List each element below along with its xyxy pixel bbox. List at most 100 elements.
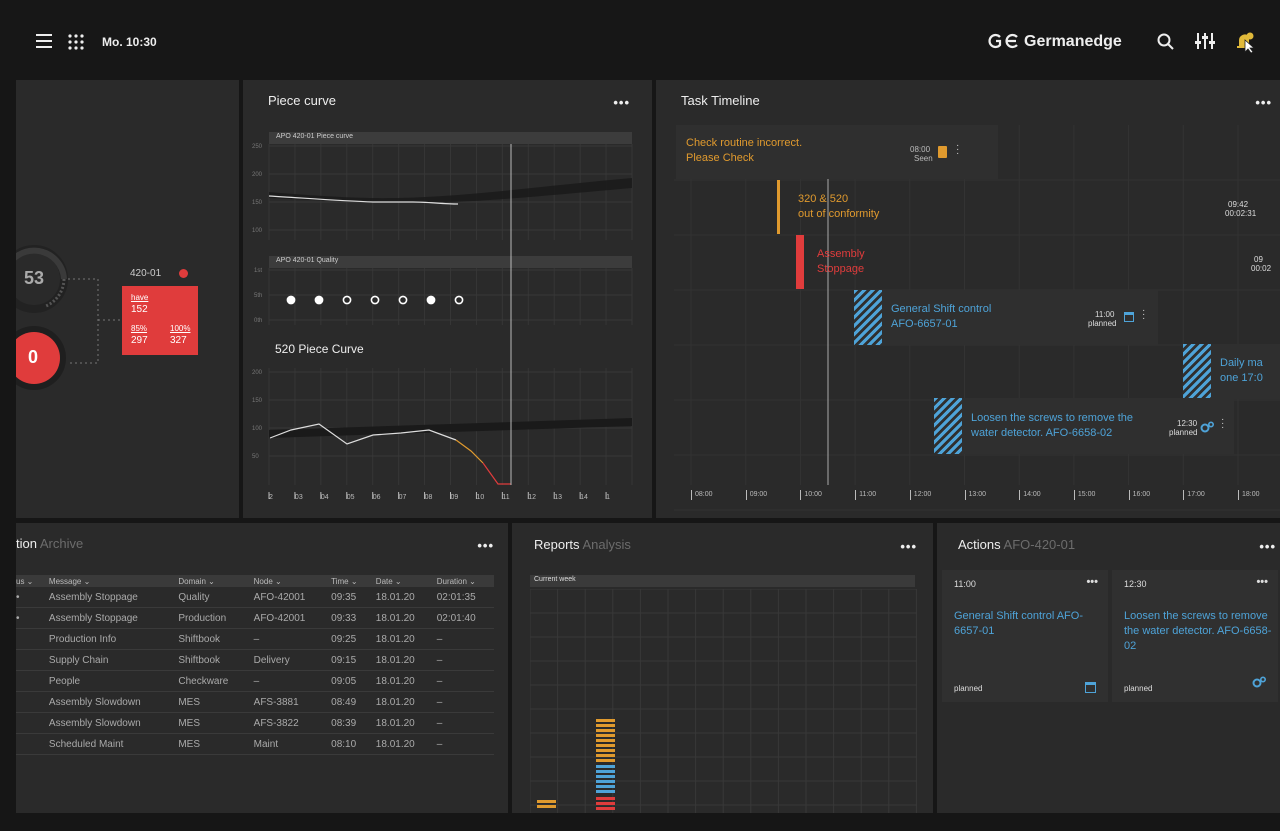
week-filter-bar[interactable]: Current week <box>530 575 915 587</box>
table-row[interactable]: Assembly Slowdown MES AFS-3881 08:49 18.01.2… <box>16 691 494 713</box>
quality-point[interactable] <box>454 295 464 305</box>
action-menu-icon[interactable]: ••• <box>1256 576 1268 588</box>
report-bar-segment[interactable] <box>596 775 615 778</box>
quality-point[interactable] <box>370 295 380 305</box>
report-bar-segment[interactable] <box>596 719 615 722</box>
quality-point[interactable] <box>342 295 352 305</box>
card-menu-icon[interactable]: · · · <box>956 140 960 159</box>
column-header[interactable]: Duration ⌄ <box>432 575 494 587</box>
report-bar-segment[interactable] <box>596 785 615 788</box>
quality-point[interactable] <box>398 295 408 305</box>
card-status: 00:02:31 <box>1225 209 1257 218</box>
action-card-loosen-screws[interactable]: 12:30 ••• Loosen the screws to remove th… <box>1112 570 1278 702</box>
more-menu-icon[interactable]: ••• <box>613 95 630 110</box>
more-menu-icon[interactable]: ••• <box>900 539 917 554</box>
report-bar-segment[interactable] <box>596 802 615 805</box>
table-cell: • <box>16 587 45 608</box>
report-bar-segment[interactable] <box>596 724 615 727</box>
table-row[interactable]: • Assembly Stoppage Production AFO-42001 09:… <box>16 607 494 629</box>
more-menu-icon[interactable]: ••• <box>1259 539 1276 554</box>
report-bar-segment[interactable] <box>596 790 615 793</box>
table-cell: Checkware <box>174 670 250 692</box>
card-text: General Shift control <box>891 303 992 315</box>
calendar-check-icon[interactable] <box>1085 682 1096 693</box>
report-bar-segment[interactable] <box>596 765 615 768</box>
report-bar-segment[interactable] <box>596 759 615 762</box>
column-header[interactable]: Message ⌄ <box>44 575 175 587</box>
table-row[interactable]: Supply Chain Shiftbook Delivery 09:15 18.01.… <box>16 649 494 671</box>
card-text: Please Check <box>686 152 754 164</box>
chart1-label: APO 420-01 Piece curve <box>276 133 354 140</box>
timeline-card-shift-control[interactable]: General Shift control AFO-6657-01 11:00 … <box>854 290 1158 345</box>
panel-title-main: Reports <box>534 537 580 552</box>
archive-table: us ⌄ Message ⌄ Domain ⌄ Node ⌄ Time ⌄ Date ⌄ D… <box>16 575 494 755</box>
card-text: Assembly <box>817 248 865 260</box>
menu-icon[interactable] <box>36 33 52 49</box>
report-bar-segment[interactable] <box>596 739 615 742</box>
report-bar-segment[interactable] <box>596 749 615 752</box>
table-cell: – <box>249 670 328 692</box>
timeline-card-daily[interactable]: Daily ma one 17:0 <box>1183 344 1280 399</box>
timeline-card-stoppage[interactable]: Assembly Stoppage 09 00:02 <box>796 235 1280 289</box>
table-cell: – <box>249 628 328 650</box>
brand-logo <box>987 33 1019 54</box>
piece-curve-panel: Piece curve ••• 250 200 150 100 1st 5th 0th 200… <box>243 80 652 518</box>
hatch-marker <box>854 290 882 345</box>
report-bar-segment[interactable] <box>596 797 615 800</box>
machine-stats-card[interactable]: have 152 85% 297 100% 327 <box>122 286 198 355</box>
apps-grid-icon[interactable] <box>68 34 84 50</box>
timeline-card-routine[interactable]: Check routine incorrect. Please Check 08… <box>676 125 998 179</box>
table-row[interactable]: Production Info Shiftbook –09:25 18.01.20– <box>16 628 494 650</box>
gears-icon[interactable] <box>1252 675 1267 693</box>
report-bar-segment[interactable] <box>596 807 615 810</box>
table-cell: Maint <box>249 733 328 755</box>
column-header[interactable]: Domain ⌄ <box>174 575 250 587</box>
action-menu-icon[interactable]: ••• <box>1086 576 1098 588</box>
report-bar-segment[interactable] <box>596 744 615 747</box>
sliders-icon[interactable] <box>1195 32 1215 55</box>
more-menu-icon[interactable]: ••• <box>477 538 494 553</box>
more-menu-icon[interactable]: ••• <box>1255 95 1272 110</box>
clipboard-icon[interactable] <box>938 146 947 158</box>
timeline-card-conformity[interactable]: 320 & 520 out of conformity 09:42 00:02:… <box>777 180 1280 234</box>
report-bar-segment[interactable] <box>596 729 615 732</box>
hour-label: 12:00 <box>909 490 931 500</box>
action-card-shift-control[interactable]: 11:00 ••• General Shift control AFO-6657… <box>942 570 1108 702</box>
timeline-card-loosen-screws[interactable]: Loosen the screws to remove the water de… <box>934 398 1234 454</box>
actions-panel: Actions AFO-420-01 ••• 11:00 ••• General… <box>937 523 1280 813</box>
table-row[interactable]: Scheduled Maint MES Maint 08:10 18.01.20– <box>16 733 494 755</box>
report-bar-segment[interactable] <box>537 800 556 803</box>
report-bar-segment[interactable] <box>596 734 615 737</box>
table-cell: MES <box>174 691 250 713</box>
card-menu-icon[interactable]: · · · <box>1142 305 1146 324</box>
table-cell: Supply Chain <box>44 649 175 671</box>
machine-status-panel: 53 0 420-01 have 152 85% 297 100% 327 <box>16 80 239 518</box>
column-header[interactable]: Time ⌄ <box>327 575 372 587</box>
search-icon[interactable] <box>1157 33 1175 56</box>
quality-point[interactable] <box>286 295 296 305</box>
column-header[interactable]: Date ⌄ <box>371 575 433 587</box>
card-menu-icon[interactable]: · · · <box>1221 414 1225 433</box>
gears-icon[interactable] <box>1200 420 1215 438</box>
column-header[interactable]: Node ⌄ <box>249 575 328 587</box>
hour-label: 15:00 <box>1073 490 1095 500</box>
report-bar-segment[interactable] <box>596 770 615 773</box>
table-cell: – <box>432 649 494 671</box>
table-cell: 09:25 <box>327 628 372 650</box>
quality-point[interactable] <box>314 295 324 305</box>
table-row[interactable]: Assembly Slowdown MES AFS-3822 08:39 18.01.2… <box>16 712 494 734</box>
table-cell: People <box>44 670 175 692</box>
table-cell: 09:05 <box>327 670 372 692</box>
piece-curve-band <box>269 178 632 202</box>
column-header[interactable]: us ⌄ <box>16 575 45 587</box>
bell-icon[interactable] <box>1236 31 1256 58</box>
table-row[interactable]: People Checkware –09:05 18.01.20– <box>16 670 494 692</box>
alert-count[interactable]: 0 <box>28 347 39 367</box>
report-bar-segment[interactable] <box>596 780 615 783</box>
table-row[interactable]: • Assembly Stoppage Quality AFO-42001 09:35 1… <box>16 587 494 608</box>
report-bar-segment[interactable] <box>537 805 556 808</box>
calendar-check-icon[interactable] <box>1124 312 1134 322</box>
card-text: Check routine incorrect. <box>686 137 803 149</box>
quality-point[interactable] <box>426 295 436 305</box>
report-bar-segment[interactable] <box>596 754 615 757</box>
